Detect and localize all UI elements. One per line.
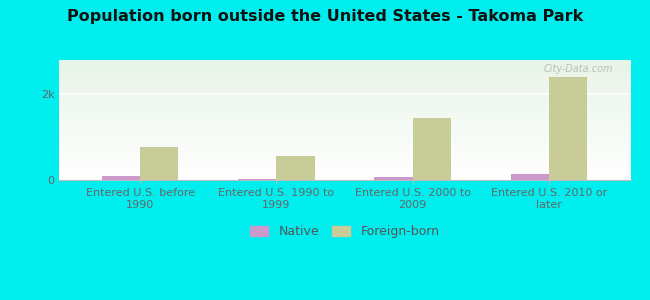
Bar: [276, 156, 315, 180]
Text: Population born outside the United States - Takoma Park: Population born outside the United State…: [67, 9, 583, 24]
Bar: [140, 147, 178, 180]
Bar: [413, 118, 450, 180]
Legend: Native, Foreign-born: Native, Foreign-born: [244, 220, 445, 243]
Bar: [102, 176, 140, 180]
Bar: [239, 179, 276, 180]
Bar: [511, 174, 549, 180]
Bar: [374, 177, 413, 180]
Text: City-Data.com: City-Data.com: [543, 64, 614, 74]
Bar: [549, 77, 587, 180]
